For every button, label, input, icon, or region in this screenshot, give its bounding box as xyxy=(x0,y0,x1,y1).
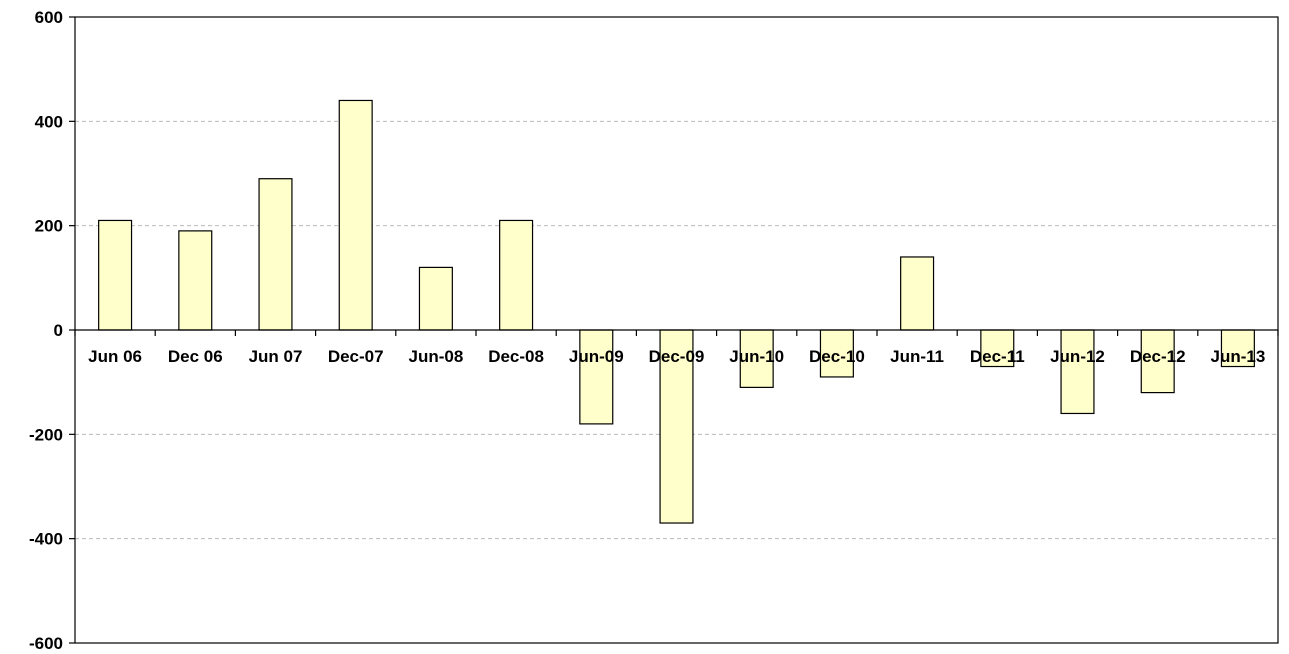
x-tick-label: Jun-11 xyxy=(890,347,944,366)
y-tick-label: 600 xyxy=(35,8,63,27)
bar xyxy=(178,230,213,331)
bar xyxy=(739,329,774,388)
y-tick-label: 0 xyxy=(54,321,63,340)
x-tick-label: Dec-11 xyxy=(970,347,1025,366)
x-tick-label: Jun-08 xyxy=(409,347,464,366)
x-tick-label: Dec-09 xyxy=(649,347,705,366)
x-tick-labels: Jun 06 Dec 06 Jun 07 Dec-07 Jun-08 Dec-08 Jun-… xyxy=(88,347,1265,366)
bar xyxy=(1060,329,1095,415)
x-tick-label: Dec 06 xyxy=(168,347,223,366)
bar xyxy=(499,219,534,331)
x-tick-label: Dec-07 xyxy=(328,347,384,366)
bar xyxy=(579,329,614,425)
y-tick-label: 200 xyxy=(35,217,63,236)
y-tick-label: -600 xyxy=(29,634,63,653)
x-tick-label: Jun-13 xyxy=(1211,347,1266,366)
y-tick-label: -400 xyxy=(29,530,63,549)
y-tick-label: -200 xyxy=(29,425,63,444)
bar xyxy=(900,256,935,331)
x-tick-label: Jun 06 xyxy=(88,347,142,366)
bar xyxy=(1140,329,1175,394)
x-tick-label: Dec-08 xyxy=(488,347,544,366)
bar xyxy=(338,99,373,331)
axes xyxy=(69,16,1279,644)
x-tick-label: Jun-10 xyxy=(729,347,784,366)
bar xyxy=(1220,329,1255,368)
bar xyxy=(98,219,133,331)
y-tick-labels: -600 -400 -200 0 200 400 600 xyxy=(29,8,63,653)
x-tick-label: Jun-12 xyxy=(1050,347,1105,366)
x-tick-label: Dec-10 xyxy=(809,347,865,366)
bar xyxy=(258,178,293,331)
x-tick-label: Jun 07 xyxy=(249,347,303,366)
bar xyxy=(418,266,453,331)
gridlines xyxy=(75,120,1278,540)
x-tick-label: Dec-12 xyxy=(1130,347,1186,366)
bars xyxy=(98,99,1255,524)
y-tick-label: 400 xyxy=(35,112,63,131)
x-tick-label: Jun-09 xyxy=(569,347,624,366)
